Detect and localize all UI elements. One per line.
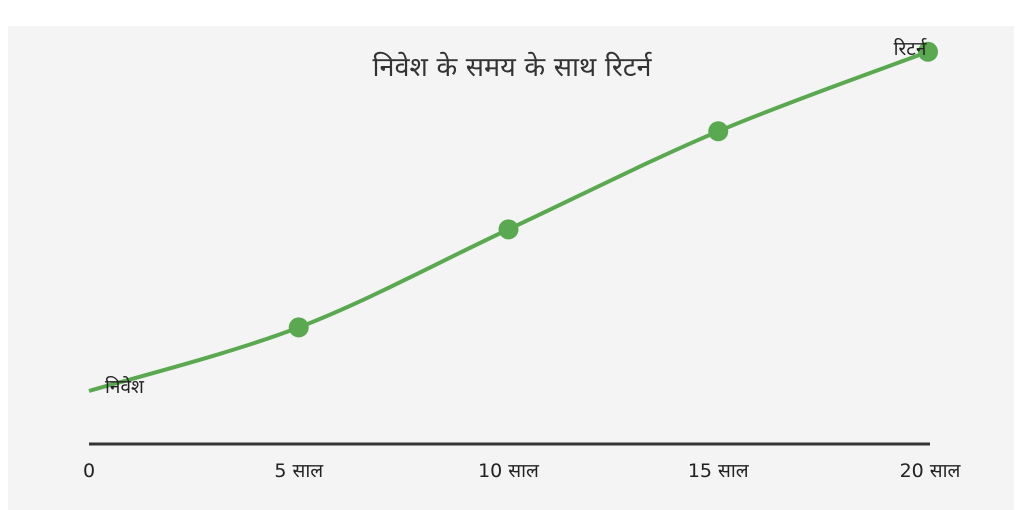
data-point-marker [708,121,729,142]
chart-title: निवेश के समय के साथ रिटर्न [373,51,653,83]
data-point-marker [288,317,309,338]
x-tick-label: 0 [83,460,95,482]
x-tick-label: 15 साल [688,460,750,482]
data-point-marker [918,41,938,62]
start-label: निवेश [105,375,145,398]
marker-layer [288,41,938,338]
chart-panel [8,26,1014,510]
x-tick-label: 10 साल [478,460,540,482]
x-tick-label: 5 साल [274,460,324,482]
data-point-marker [498,219,519,240]
x-tick-label: 20 साल [900,460,962,482]
end-label: रिटर्न [894,37,928,60]
x-tick-labels: 0 5 साल 10 साल 15 साल 20 साल [83,460,962,482]
